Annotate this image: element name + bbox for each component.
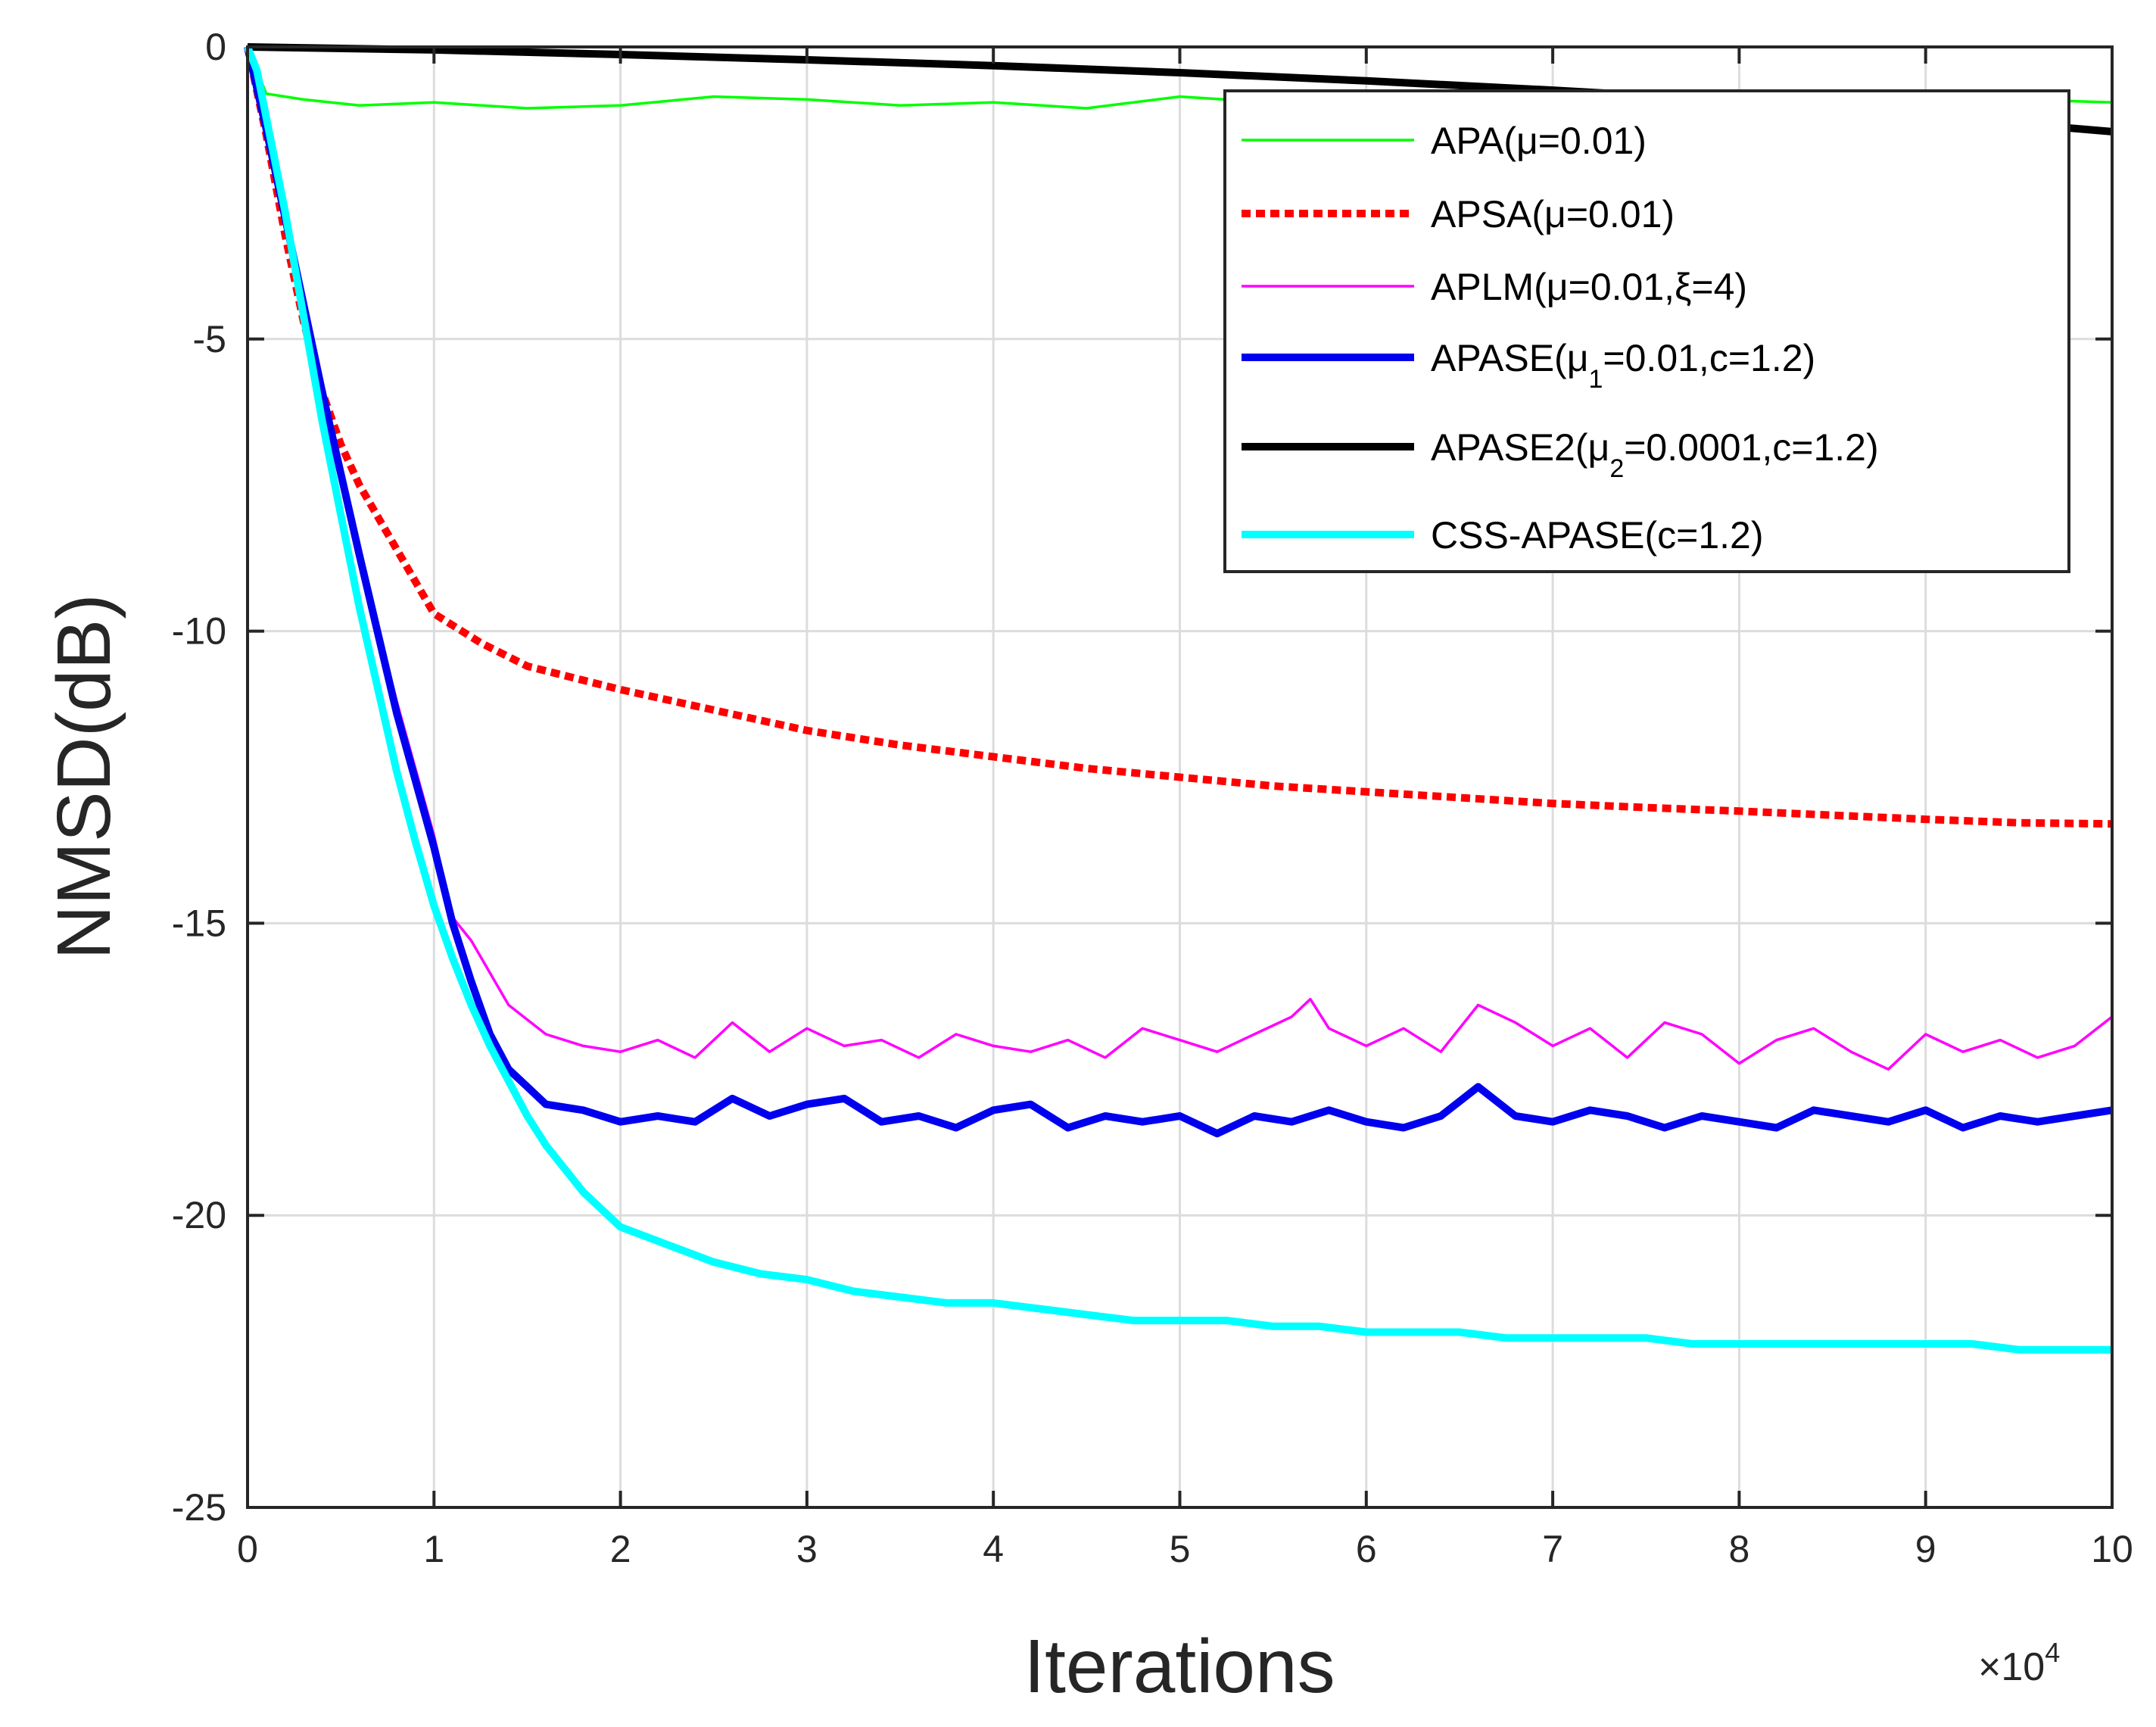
y-tick-label: -10 (172, 610, 226, 653)
y-tick-label: 0 (205, 26, 226, 68)
x-tick-label: 10 (2091, 1528, 2133, 1570)
x-tick-label: 8 (1728, 1528, 1749, 1570)
y-axis-title: NMSD(dB) (42, 594, 126, 959)
legend-box (1223, 89, 2070, 573)
y-tick-label: -25 (172, 1486, 226, 1529)
x-tick-label: 9 (1915, 1528, 1936, 1570)
x-tick-label: 5 (1170, 1528, 1191, 1570)
x-tick-label: 1 (423, 1528, 444, 1570)
ticks (246, 45, 2114, 1509)
x-tick-label: 3 (796, 1528, 818, 1570)
x-tick-label: 2 (610, 1528, 631, 1570)
legend-entry-4: APASE2(μ2=0.0001,c=1.2) (1431, 426, 1879, 483)
x-axis-title: Iterations (1023, 1624, 1335, 1709)
x-tick-label: 6 (1356, 1528, 1377, 1570)
x-tick-label: 7 (1542, 1528, 1563, 1570)
series-line-5 (244, 45, 2112, 1354)
y-tick-label: -15 (172, 902, 226, 944)
series-line-2 (246, 46, 2114, 1071)
series-line-3 (244, 45, 2113, 1138)
x-tick-label: 0 (237, 1528, 258, 1570)
series-layer (244, 43, 2114, 1354)
legend-entry-5: CSS-APASE(c=1.2) (1431, 514, 1764, 556)
x-exponent-multiplier: ×104 (1978, 1637, 2060, 1689)
y-tick-label: -20 (172, 1194, 226, 1236)
y-tick-label: -5 (193, 318, 226, 360)
tick-labels: 0 1 2 3 4 5 6 7 8 9 10 0 -5 -10 -15 -20 -25 (172, 26, 2133, 1570)
legend: APA(μ=0.01) APSA(μ=0.01) APLM(μ=0.01,ξ=4) A… (1223, 89, 2070, 573)
legend-entry-0: APA(μ=0.01) (1431, 120, 1647, 162)
legend-entry-3: APASE(μ1=0.01,c=1.2) (1431, 337, 1815, 394)
legend-entry-1: APSA(μ=0.01) (1431, 193, 1675, 235)
legend-entry-2: APLM(μ=0.01,ξ=4) (1431, 266, 1747, 308)
x-tick-label: 4 (983, 1528, 1004, 1570)
